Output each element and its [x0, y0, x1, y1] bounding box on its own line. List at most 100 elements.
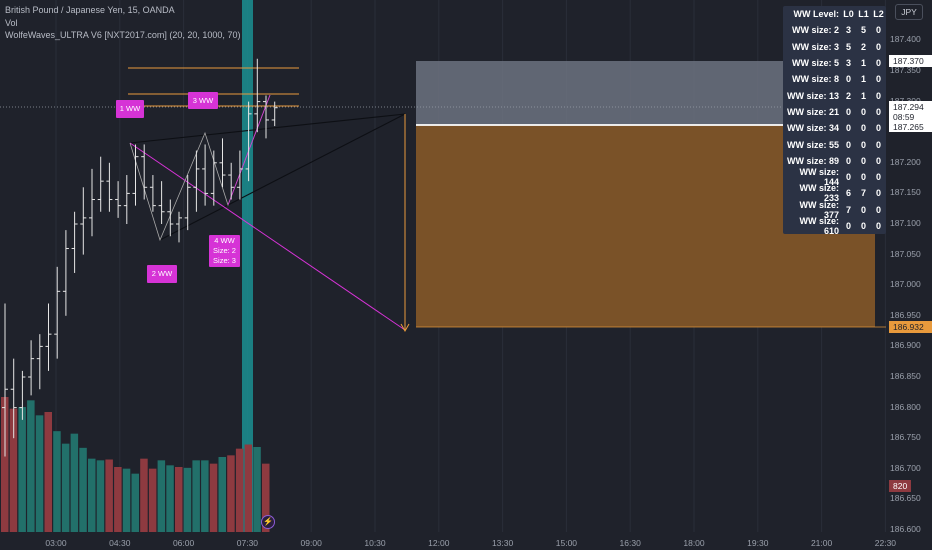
price-tick-label: 187.200: [890, 156, 921, 167]
candle: [71, 211, 78, 273]
ww-row-count: 0: [860, 172, 866, 183]
time-tick-label: 10:30: [364, 538, 386, 548]
volume-bar: [53, 431, 61, 532]
ww-row-count: 0: [875, 123, 881, 134]
volume-bar: [209, 463, 218, 532]
wave-label-4-title: 4 WW: [214, 236, 235, 245]
ww-row-count: 0: [860, 155, 866, 166]
candle: [115, 181, 122, 218]
price-tick-label: 187.400: [890, 34, 921, 45]
indicator-title[interactable]: WolfeWaves_ULTRA V6 [NXT2017.com] (20, 2…: [5, 30, 241, 40]
volume-bar: [175, 467, 183, 532]
time-tick-label: 21:00: [810, 538, 833, 548]
price-tag-target: 186.932: [889, 321, 932, 333]
volume-bar: [140, 458, 148, 532]
last-price-tag: 187.294 08:59 187.265: [889, 101, 932, 132]
volume-bar: [79, 447, 87, 532]
ww-table-row: WW size: 55 0 0 0: [783, 136, 886, 152]
wave-1-4-line: [129, 142, 406, 331]
ww-row-count: 0: [875, 172, 881, 183]
ww-row-label: WW size: 233: [799, 183, 840, 204]
ww-row-label: WW size: 34: [786, 123, 839, 134]
time-tick-label: 07:30: [236, 538, 259, 548]
ww-row-count: 0: [860, 204, 866, 215]
highlight-column: [242, 0, 253, 532]
volume-bar: [18, 407, 26, 532]
ww-row-count: 0: [845, 106, 851, 117]
volume-bar: [148, 468, 157, 532]
candle: [219, 138, 226, 188]
volume-bar: [262, 463, 270, 532]
ww-row-count: 1: [860, 90, 866, 101]
time-tick-label: 03:00: [45, 538, 67, 548]
price-tick-label: 187.350: [890, 65, 921, 75]
volume-bar: [201, 460, 209, 532]
candle: [123, 175, 130, 224]
candle: [245, 101, 252, 182]
candle: [193, 150, 200, 212]
price-tick-label: 187.100: [890, 218, 921, 228]
ww-row-count: 2: [845, 90, 851, 101]
wave-label-3: 3 WW: [188, 92, 218, 109]
symbol-title[interactable]: British Pound / Japanese Yen, 15, OANDA: [5, 5, 175, 15]
time-tick-label: 22:30: [874, 538, 897, 548]
price-tick-label: 186.700: [890, 462, 921, 473]
ww-row-label: WW size: 8: [791, 74, 839, 85]
price-tick-label: 186.850: [890, 371, 921, 381]
volume-bar: [1, 397, 9, 532]
volume-bar: [218, 457, 226, 532]
volume-bar: [122, 468, 131, 532]
price-tick-label: 186.900: [890, 340, 921, 351]
price-tick-label: 187.050: [890, 248, 921, 259]
time-tick-label: 04:30: [109, 538, 131, 548]
candle: [106, 162, 113, 212]
volume-bar: [9, 408, 18, 532]
candle: [62, 230, 69, 316]
volume-bars: [1, 397, 270, 532]
ww-row-count: 0: [875, 41, 881, 52]
candles: [2, 58, 278, 457]
volume-tag: 820: [889, 480, 911, 492]
ww-table-row: WW size: 34 0 0 0: [783, 120, 886, 136]
volume-bar: [192, 460, 200, 532]
ww-row-count: 0: [845, 123, 851, 134]
ww-table-row: WW size: 13 2 1 0: [783, 87, 886, 103]
price-tag-mid: 187.265: [893, 122, 924, 132]
ww-row-count: 0: [845, 139, 851, 150]
ww-row-count: 0: [875, 204, 881, 215]
ww-row-label: WW size: 3: [791, 41, 839, 52]
ww-row-count: 0: [845, 221, 851, 231]
candle: [158, 181, 165, 224]
currency-button[interactable]: JPY: [895, 4, 923, 20]
volume-bar: [44, 412, 52, 532]
volume-bar: [183, 467, 192, 532]
ww-row-label: WW size: 21: [786, 106, 839, 117]
volume-bar: [166, 465, 174, 532]
volume-indicator-label[interactable]: Vol: [5, 18, 18, 28]
target-arrow-head: [400, 323, 410, 333]
candle: [167, 199, 174, 237]
ww-table-row: WW size: 144 0 0 0: [783, 167, 886, 187]
wave-2-4-line: [159, 113, 406, 241]
candle: [97, 156, 104, 212]
candle: [228, 162, 235, 200]
time-tick-label: 15:00: [555, 538, 578, 548]
wave-label-1: 1 WW: [116, 100, 144, 118]
volume-bar: [253, 447, 261, 532]
ww-row-count: 0: [845, 155, 851, 166]
volume-bar: [227, 455, 235, 532]
ww-level-table: WW Level: L0 L1 L2 WW size: 2 3 5 0 WW size:…: [783, 6, 886, 236]
lightning-icon[interactable]: ⚡: [261, 515, 275, 529]
ww-header-l2: L2: [873, 9, 884, 20]
ww-row-label: WW size: 55: [786, 139, 839, 150]
price-tick-label: 186.750: [890, 432, 921, 443]
volume-bar: [27, 400, 35, 532]
wave-label-4-size1: Size: 2: [213, 246, 236, 255]
candle: [80, 187, 87, 255]
ww-header-l0: L0: [843, 9, 854, 20]
candle: [28, 340, 35, 396]
candle: [54, 266, 61, 359]
